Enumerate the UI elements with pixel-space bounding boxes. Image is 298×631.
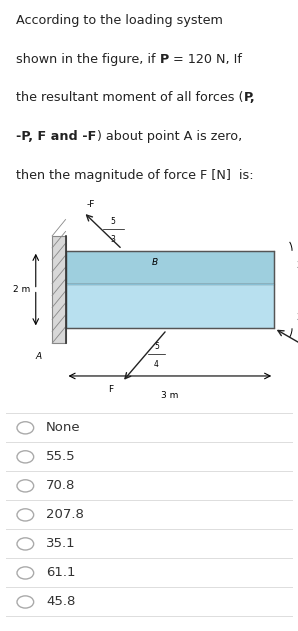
Text: = 120 N, If: = 120 N, If: [169, 52, 242, 66]
Text: 61.1: 61.1: [46, 567, 76, 579]
Text: 30°: 30°: [297, 314, 298, 322]
Bar: [66, 283, 274, 328]
Text: 55.5: 55.5: [46, 451, 76, 463]
Text: 5: 5: [154, 343, 159, 351]
Bar: [52, 236, 66, 343]
Text: P,: P,: [244, 91, 255, 105]
Text: shown in the figure, if: shown in the figure, if: [16, 52, 160, 66]
Text: 3: 3: [111, 235, 116, 244]
Text: ) about point A is zero,: ) about point A is zero,: [97, 130, 242, 143]
Text: None: None: [46, 422, 81, 434]
Text: 70.8: 70.8: [46, 480, 76, 492]
Bar: [66, 251, 274, 283]
Text: F: F: [108, 385, 113, 394]
Text: P: P: [160, 52, 169, 66]
Text: 30°: 30°: [297, 261, 298, 270]
Text: B: B: [152, 258, 158, 268]
Text: then the magnitude of force F [N]  is:: then the magnitude of force F [N] is:: [16, 169, 254, 182]
Text: 4: 4: [154, 360, 159, 369]
Text: -P, F and -F: -P, F and -F: [16, 130, 97, 143]
Text: 45.8: 45.8: [46, 596, 76, 608]
Text: 5: 5: [111, 217, 116, 227]
Text: 2 m: 2 m: [13, 285, 30, 294]
Text: -F: -F: [86, 200, 95, 209]
Text: 207.8: 207.8: [46, 509, 84, 521]
Text: 35.1: 35.1: [46, 538, 76, 550]
Text: 3 m: 3 m: [161, 391, 179, 400]
Text: the resultant moment of all forces (: the resultant moment of all forces (: [16, 91, 244, 105]
Text: According to the loading system: According to the loading system: [16, 14, 223, 27]
Text: A: A: [36, 352, 42, 361]
